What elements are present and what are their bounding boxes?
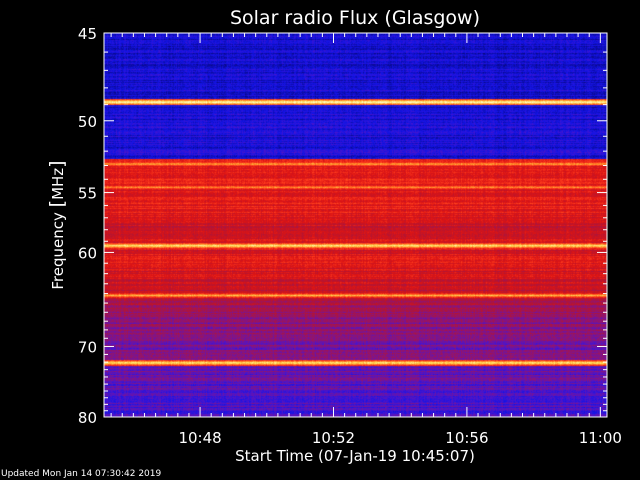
y-axis: 45 50 55 60 70 80 — [78, 25, 607, 427]
y-axis-label-text: Frequency — [49, 207, 67, 289]
y-axis-label-bracket-open: [ — [46, 200, 68, 207]
chart-title: Solar radio Flux (Glasgow) — [230, 7, 480, 29]
x-tick-label: 10:48 — [178, 429, 221, 447]
x-axis: 10:48 10:52 10:56 11:00 — [110, 33, 622, 447]
x-axis-label: Start Time (07-Jan-19 10:45:07) — [235, 447, 475, 465]
y-tick-label: 50 — [78, 113, 97, 131]
spectrogram-heatmap — [104, 33, 607, 417]
y-axis-label-bracket-close: ] — [46, 160, 68, 167]
x-tick-label: 10:52 — [312, 429, 355, 447]
updated-timestamp: Updated Mon Jan 14 07:30:42 2019 — [1, 469, 162, 479]
x-tick-label: 11:00 — [579, 429, 622, 447]
y-tick-label: 60 — [78, 244, 97, 262]
y-tick-label: 45 — [78, 25, 97, 43]
y-axis-label: Frequency [MHz] — [46, 160, 68, 289]
y-tick-label: 55 — [78, 185, 97, 203]
y-tick-label: 80 — [78, 409, 97, 427]
x-tick-label: 10:56 — [445, 429, 488, 447]
y-tick-label: 70 — [78, 338, 97, 356]
y-axis-label-unit: MHz — [49, 168, 67, 200]
